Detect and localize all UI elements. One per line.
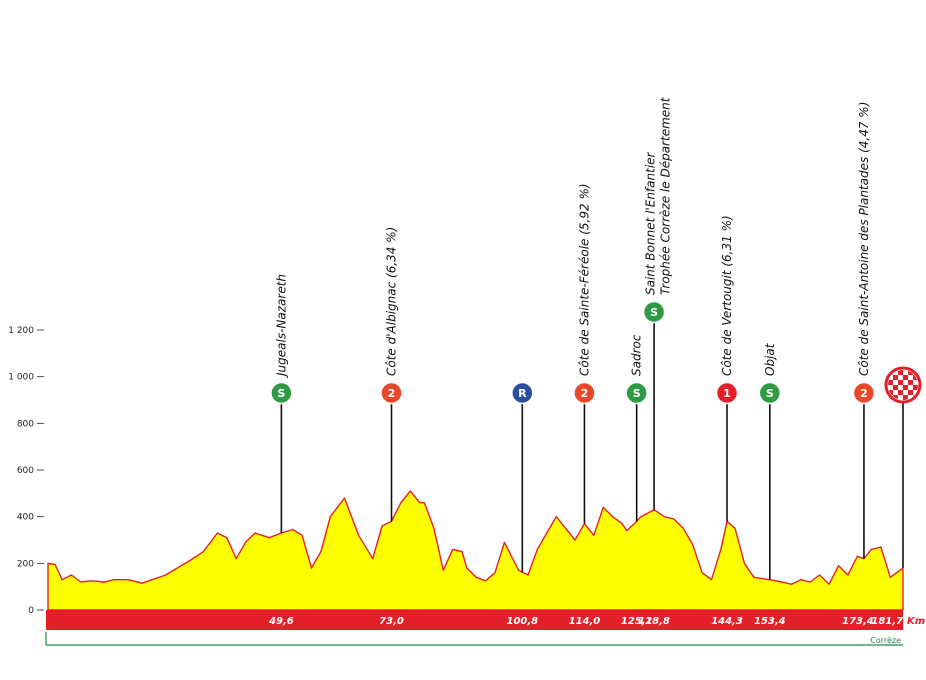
region-bar: Corrèze: [45, 632, 903, 646]
waypoint-sprint: S Objat: [758, 342, 782, 580]
waypoint-label: Sadroc: [630, 334, 644, 376]
waypoint-label: Côte de Sainte-Féréole (5,92 %): [577, 183, 591, 376]
waypoint-cat1: 1 Côte de Vertougit (6,31 %): [715, 215, 739, 522]
y-tick-label: 800: [17, 419, 34, 429]
y-tick-label: 1 000: [8, 373, 34, 383]
waypoint-label: Jugeals-Nazareth: [274, 274, 288, 378]
waypoint-feed: R: [511, 381, 534, 573]
waypoint-cat2: 2 Côte de Saint-Antoine des Plantades (4,…: [852, 102, 876, 559]
km-band-bar: [46, 610, 903, 630]
y-tick-label: 200: [17, 559, 34, 569]
km-marker-label: 181,7: [871, 616, 903, 627]
waypoints: S Jugeals-Nazareth 2 Côte d'Albignac (6,34 …: [270, 96, 922, 580]
badge-letter: 1: [723, 387, 731, 400]
waypoint-label: Saint Bonnet l'Enfantier: [644, 151, 658, 295]
y-tick-label: 400: [17, 513, 34, 523]
waypoint-label: Côte d'Albignac (6,34 %): [385, 227, 399, 376]
checkered-pattern: [888, 370, 918, 400]
waypoint-label: Objat: [763, 342, 777, 376]
km-marker-label: 114,0: [569, 616, 601, 627]
cat2-badge-icon: [852, 381, 876, 405]
badge-letter: 2: [581, 387, 589, 400]
waypoint-sprint: S Saint Bonnet l'Enfantier Trophée Corrèze…: [642, 96, 673, 510]
cat1-badge-icon: [715, 381, 739, 405]
cat2-badge-icon: [573, 381, 596, 405]
km-marker-label: 49,6: [268, 616, 294, 627]
waypoint-finish: [884, 366, 922, 568]
km-unit-label: Km: [907, 616, 925, 627]
waypoint-cat2: 2 Côte d'Albignac (6,34 %): [380, 227, 403, 522]
km-marker-label: 128,8: [638, 616, 670, 627]
waypoint-label: Côte de Saint-Antoine des Plantades (4,4…: [857, 102, 871, 376]
km-marker-label: 173,4: [842, 616, 874, 627]
region-bracket-line: [45, 632, 903, 646]
km-marker-label: 144,3: [711, 616, 743, 627]
badge-letter: S: [650, 306, 658, 319]
badge-letter: 2: [388, 387, 396, 400]
sprint-badge-icon: [758, 381, 782, 405]
feed-badge-icon: [511, 381, 534, 405]
km-marker-label: 73,0: [379, 616, 404, 627]
km-marker-label: 125,1: [621, 616, 653, 627]
waypoint-cat2: 2 Côte de Sainte-Féréole (5,92 %): [573, 183, 596, 524]
km-marker-label: 100,8: [507, 616, 539, 627]
sprint-badge-icon: [625, 381, 648, 405]
badge-letter: 2: [860, 387, 868, 400]
elevation-profile-area: [47, 490, 904, 611]
waypoint-sprint: S Sadroc: [625, 334, 648, 522]
sprint-badge-icon: [270, 381, 293, 405]
sprint-badge-icon: [642, 300, 666, 324]
badge-letter: S: [633, 387, 641, 400]
badge-letter: R: [518, 387, 527, 400]
badge-letter: S: [766, 387, 774, 400]
waypoint-sprint: S Jugeals-Nazareth: [270, 274, 293, 533]
y-tick-label: 600: [17, 466, 34, 476]
y-tick-label: 0: [28, 606, 34, 616]
region-label: Corrèze: [870, 635, 901, 645]
y-axis: 0 200 400 600 800 1 000 1 200: [8, 326, 44, 616]
y-tick-label: 1 200: [8, 326, 34, 336]
km-band: [46, 610, 903, 630]
waypoint-label: Trophée Corrèze le Département: [659, 96, 673, 295]
waypoint-label: Côte de Vertougit (6,31 %): [720, 215, 734, 376]
km-marker-label: 153,4: [754, 616, 786, 627]
cat2-badge-icon: [380, 381, 403, 405]
badge-letter: S: [277, 387, 285, 400]
